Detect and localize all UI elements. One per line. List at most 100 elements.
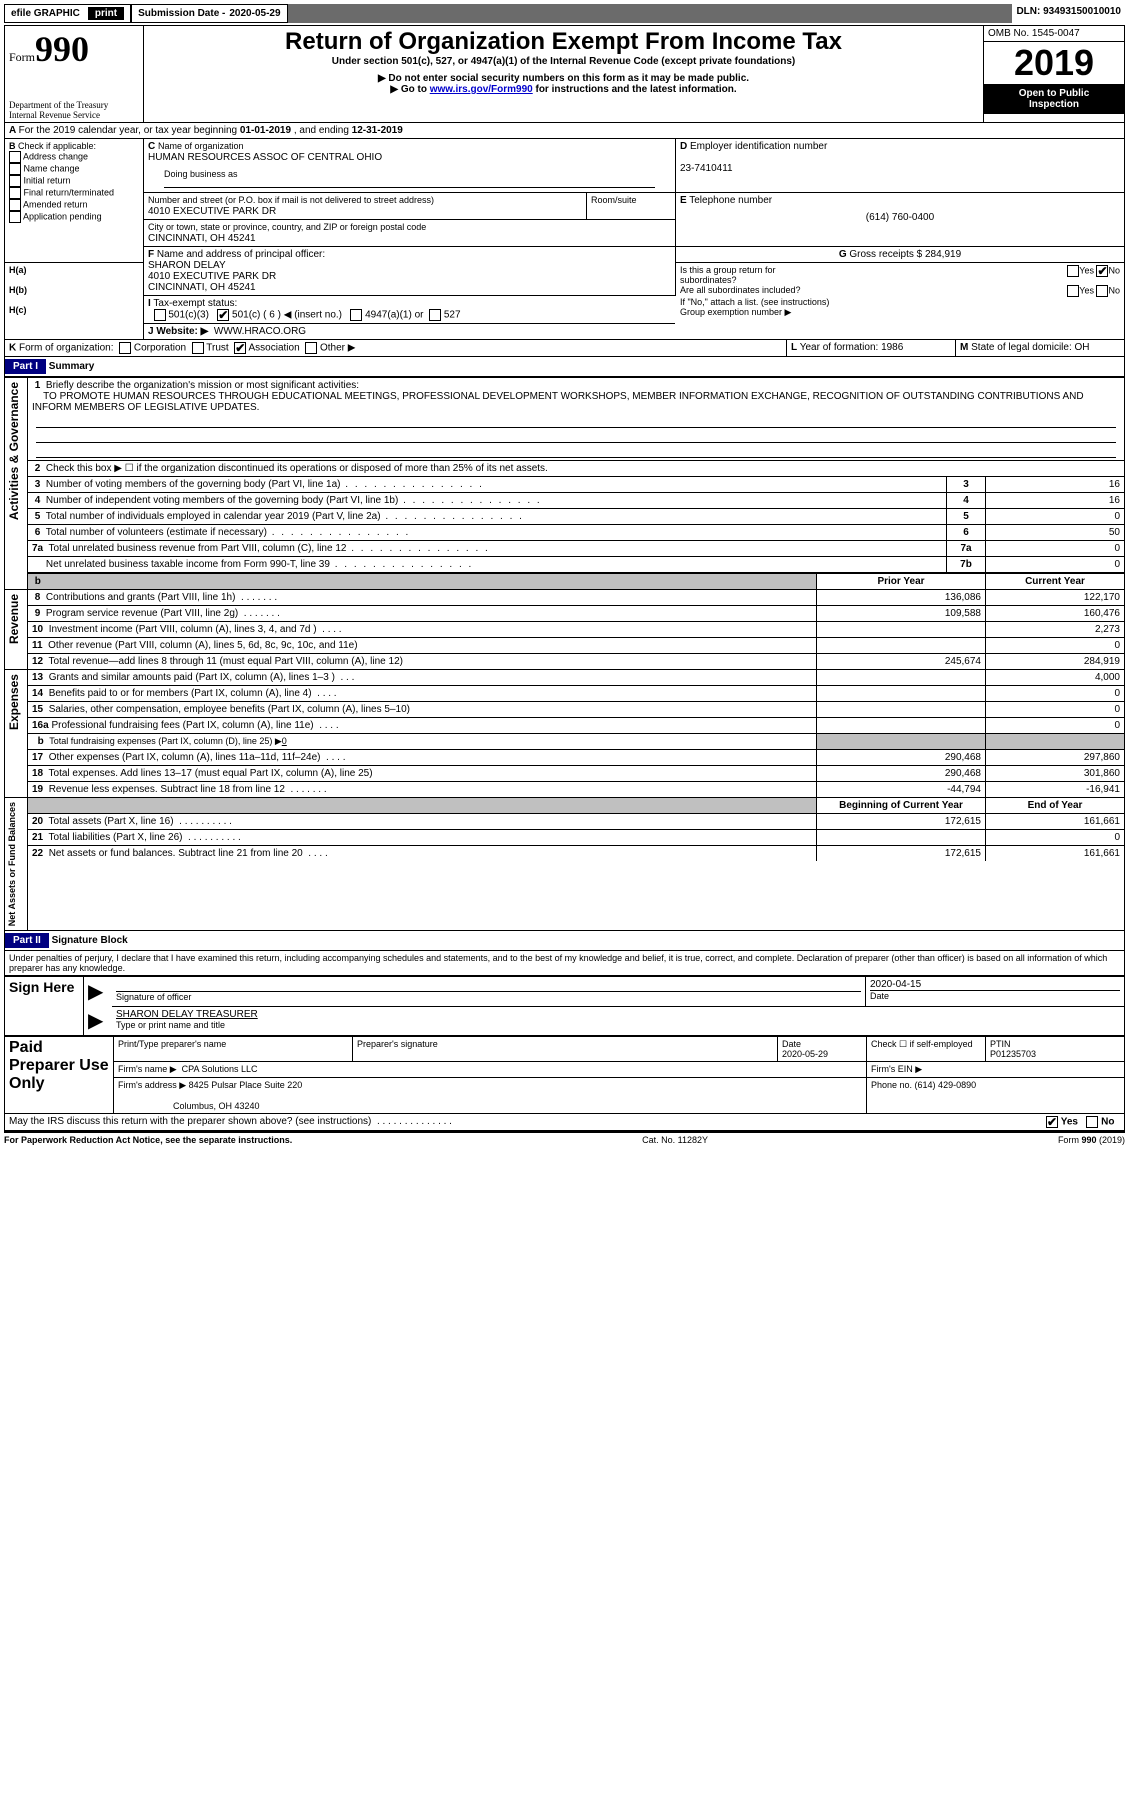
part1-table: Activities & Governance 1 Briefly descri… bbox=[4, 377, 1125, 931]
box-f: F Name and address of principal officer:… bbox=[144, 247, 676, 296]
box-i: I Tax-exempt status: 501(c)(3) ✔ 501(c) … bbox=[144, 296, 1125, 324]
ein-value: 23-7410411 bbox=[680, 163, 733, 174]
period-end: 12-31-2019 bbox=[352, 125, 403, 136]
year-formation: 1986 bbox=[881, 342, 903, 353]
print-button[interactable]: print bbox=[88, 7, 124, 20]
v7b: 0 bbox=[986, 557, 1125, 573]
part1-label: Part I bbox=[5, 359, 46, 374]
sign-here-label: Sign Here bbox=[5, 977, 84, 1036]
dept-line2: Internal Revenue Service bbox=[9, 110, 139, 120]
website-value: WWW.HRACO.ORG bbox=[214, 326, 306, 337]
officer-name: SHARON DELAY bbox=[148, 260, 226, 271]
period-prefix: For the 2019 calendar year, or tax year … bbox=[19, 125, 240, 136]
dba-label: Doing business as bbox=[164, 167, 655, 188]
open-inspection-box: Open to PublicInspection bbox=[984, 84, 1124, 114]
gross-receipts: 284,919 bbox=[925, 249, 961, 260]
period-row: A For the 2019 calendar year, or tax yea… bbox=[4, 123, 1125, 139]
box-j: J Website: ▶ WWW.HRACO.ORG bbox=[144, 324, 1125, 340]
officer-type-cell: SHARON DELAY TREASURER Type or print nam… bbox=[112, 1006, 1125, 1036]
form-word: Form bbox=[9, 50, 35, 64]
prep-name-cell: Print/Type preparer's name bbox=[114, 1037, 353, 1062]
v6: 50 bbox=[986, 525, 1125, 541]
line1: 1 Briefly describe the organization's mi… bbox=[28, 378, 1125, 461]
side-netassets: Net Assets or Fund Balances bbox=[5, 798, 28, 931]
box-h-labels: H(a) H(b) H(c) bbox=[5, 263, 144, 340]
pra-notice: For Paperwork Reduction Act Notice, see … bbox=[4, 1135, 292, 1145]
box-g: G Gross receipts $ 284,919 bbox=[675, 247, 1124, 263]
submission-date-label: Submission Date - bbox=[138, 8, 225, 19]
side-expenses: Expenses bbox=[5, 670, 28, 798]
tax-year: 2019 bbox=[984, 42, 1124, 84]
box-l: L Year of formation: 1986 bbox=[787, 340, 956, 357]
mission-text: TO PROMOTE HUMAN RESOURCES THROUGH EDUCA… bbox=[32, 391, 1084, 413]
sig-officer-cell: Signature of officer bbox=[112, 977, 866, 1007]
form-header-table: Form990 Department of the Treasury Inter… bbox=[4, 25, 1125, 123]
phone-value: (614) 760-0400 bbox=[680, 212, 1120, 223]
paid-preparer-label: Paid Preparer Use Only bbox=[5, 1037, 114, 1114]
v5: 0 bbox=[986, 509, 1125, 525]
part2-title: Signature Block bbox=[52, 935, 128, 946]
form-number: 990 bbox=[35, 29, 89, 69]
top-bar: efile GRAPHIC print Submission Date - 20… bbox=[4, 4, 1125, 23]
prior-current-header: bPrior YearCurrent Year bbox=[28, 573, 1124, 589]
footer: For Paperwork Reduction Act Notice, see … bbox=[4, 1131, 1125, 1145]
firm-ein-cell: Firm's EIN ▶ bbox=[867, 1062, 1125, 1078]
firm-phone-cell: Phone no. (614) 429-0890 bbox=[867, 1078, 1125, 1114]
box-e: E Telephone number (614) 760-0400 bbox=[675, 193, 1124, 247]
sig-date: 2020-04-15 bbox=[870, 979, 921, 990]
period-begin: 01-01-2019 bbox=[240, 125, 291, 136]
firm-addr-cell: Firm's address ▶ 8425 Pulsar Place Suite… bbox=[114, 1078, 867, 1114]
efile-label: efile GRAPHIC bbox=[11, 8, 80, 19]
instructions-link[interactable]: www.irs.gov/Form990 bbox=[430, 84, 533, 95]
domicile-state: OH bbox=[1075, 342, 1090, 353]
bullet2b: for instructions and the latest informat… bbox=[533, 84, 737, 95]
bullet2a: Go to bbox=[401, 84, 430, 95]
dln-value: 93493150010010 bbox=[1043, 6, 1121, 17]
dln-cell: DLN: 93493150010010 bbox=[1012, 4, 1125, 23]
klm-row: K Form of organization: Corporation Trus… bbox=[4, 340, 1125, 357]
officer-addr1: 4010 EXECUTIVE PARK DR bbox=[148, 271, 276, 282]
form-ref: Form 990 (2019) bbox=[1058, 1135, 1125, 1145]
sig-date-cell: 2020-04-15 Date bbox=[866, 977, 1125, 1007]
part2-header: Part II Signature Block bbox=[4, 931, 1125, 951]
discuss-row: May the IRS discuss this return with the… bbox=[4, 1114, 1125, 1131]
officer-addr2: CINCINNATI, OH 45241 bbox=[148, 282, 256, 293]
efile-graphic-button[interactable]: efile GRAPHIC print bbox=[4, 4, 131, 23]
box-d: D Employer identification number 23-7410… bbox=[675, 139, 1124, 193]
bullet1: Do not enter social security numbers on … bbox=[388, 73, 749, 84]
dept-line1: Department of the Treasury bbox=[9, 100, 139, 110]
form-subtitle: Under section 501(c), 527, or 4947(a)(1)… bbox=[148, 56, 979, 67]
ptin-cell: PTINP01235703 bbox=[986, 1037, 1125, 1062]
line2: 2 Check this box ▶ ☐ if the organization… bbox=[28, 461, 1125, 477]
omb-number: OMB No. 1545-0047 bbox=[984, 26, 1124, 42]
self-employed-cell: Check ☐ if self-employed bbox=[867, 1037, 986, 1062]
box-m: M State of legal domicile: OH bbox=[956, 340, 1125, 357]
box-c-name: C Name of organization HUMAN RESOURCES A… bbox=[144, 139, 676, 193]
period-mid: , and ending bbox=[294, 125, 352, 136]
prep-sig-cell: Preparer's signature bbox=[353, 1037, 778, 1062]
part1-title: Summary bbox=[49, 361, 95, 372]
cat-no: Cat. No. 11282Y bbox=[642, 1135, 708, 1145]
part2-label: Part II bbox=[5, 933, 49, 948]
box-c-city: City or town, state or province, country… bbox=[144, 220, 676, 247]
street-address: 4010 EXECUTIVE PARK DR bbox=[148, 206, 276, 217]
expense-rows: 13 Grants and similar amounts paid (Part… bbox=[28, 670, 1124, 797]
netassets-rows: Beginning of Current YearEnd of Year 20 … bbox=[28, 798, 1124, 861]
v7a: 0 bbox=[986, 541, 1125, 557]
box-k: K Form of organization: Corporation Trus… bbox=[5, 340, 787, 357]
dln-label: DLN: bbox=[1016, 6, 1043, 17]
declaration: Under penalties of perjury, I declare th… bbox=[4, 951, 1125, 976]
officer-printed: SHARON DELAY TREASURER bbox=[116, 1009, 258, 1020]
submission-date-cell: Submission Date - 2020-05-29 bbox=[131, 4, 287, 23]
city-state-zip: CINCINNATI, OH 45241 bbox=[148, 233, 256, 244]
room-suite: Room/suite bbox=[586, 193, 675, 220]
entity-block: B Check if applicable: Address change Na… bbox=[4, 139, 1125, 340]
side-revenue: Revenue bbox=[5, 590, 28, 670]
org-name: HUMAN RESOURCES ASSOC OF CENTRAL OHIO bbox=[148, 152, 382, 163]
gov-numbers: 3 Number of voting members of the govern… bbox=[28, 477, 1124, 572]
paid-preparer-table: Paid Preparer Use Only Print/Type prepar… bbox=[4, 1036, 1125, 1114]
topbar-spacer bbox=[288, 4, 1013, 23]
v4: 16 bbox=[986, 493, 1125, 509]
submission-date-value: 2020-05-29 bbox=[229, 8, 280, 19]
box-c-addr: Number and street (or P.O. box if mail i… bbox=[144, 193, 587, 220]
